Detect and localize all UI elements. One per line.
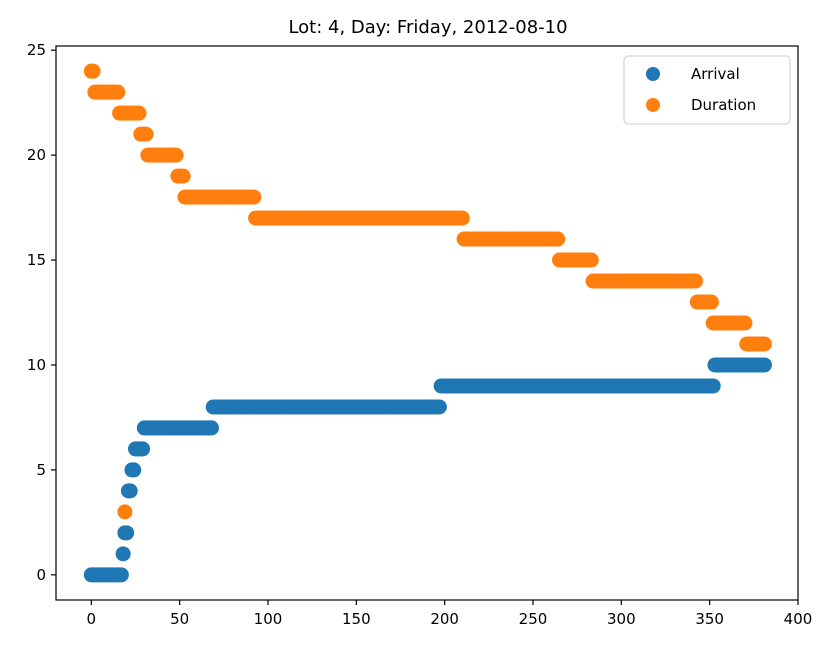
point-arrival: [119, 525, 135, 541]
legend-label-arrival: Arrival: [691, 65, 740, 83]
y-tick-label: 0: [36, 566, 46, 584]
x-tick-label: 150: [342, 610, 371, 628]
series-duration: [83, 63, 772, 520]
y-tick-label: 25: [27, 41, 46, 59]
point-duration: [168, 147, 184, 163]
y-tick-label: 20: [27, 146, 46, 164]
point-duration: [110, 84, 126, 100]
point-duration: [454, 210, 470, 226]
x-tick-label: 0: [87, 610, 97, 628]
x-tick-label: 350: [695, 610, 724, 628]
legend-box: [623, 55, 791, 125]
x-tick-label: 200: [430, 610, 459, 628]
legend-label-duration: Duration: [691, 96, 756, 114]
x-tick-label: 250: [519, 610, 548, 628]
point-duration: [246, 189, 262, 205]
point-duration: [117, 504, 133, 520]
point-arrival: [705, 378, 721, 394]
point-duration: [756, 336, 772, 352]
chart-title: Lot: 4, Day: Friday, 2012-08-10: [288, 17, 567, 38]
x-tick-label: 400: [784, 610, 813, 628]
point-arrival: [115, 546, 131, 562]
x-tick-label: 300: [607, 610, 636, 628]
legend: Arrival Duration: [623, 55, 791, 125]
point-duration: [131, 105, 147, 121]
point-arrival: [113, 567, 129, 583]
y-axis: 0 5 10 15 20 25: [27, 41, 56, 584]
x-tick-label: 50: [170, 610, 189, 628]
point-arrival: [203, 420, 219, 436]
point-arrival: [756, 357, 772, 373]
point-arrival: [122, 483, 138, 499]
point-duration: [688, 273, 704, 289]
point-arrival: [431, 399, 447, 415]
plot-area-frame: [55, 45, 799, 601]
x-axis: 0 50 100 150 200 250 300 350 400: [87, 600, 813, 628]
series-arrival: [83, 357, 772, 583]
point-duration: [550, 231, 566, 247]
point-arrival: [126, 462, 142, 478]
x-tick-label: 100: [254, 610, 283, 628]
point-arrival: [135, 441, 151, 457]
point-duration: [703, 294, 719, 310]
y-tick-label: 15: [27, 251, 46, 269]
legend-marker-duration: [646, 98, 660, 112]
point-duration: [85, 63, 101, 79]
point-duration: [583, 252, 599, 268]
point-duration: [737, 315, 753, 331]
legend-marker-arrival: [646, 67, 660, 81]
point-duration: [175, 168, 191, 184]
y-tick-label: 5: [36, 461, 46, 479]
point-duration: [138, 126, 154, 142]
y-tick-label: 10: [27, 356, 46, 374]
plot-marks: [83, 63, 772, 583]
